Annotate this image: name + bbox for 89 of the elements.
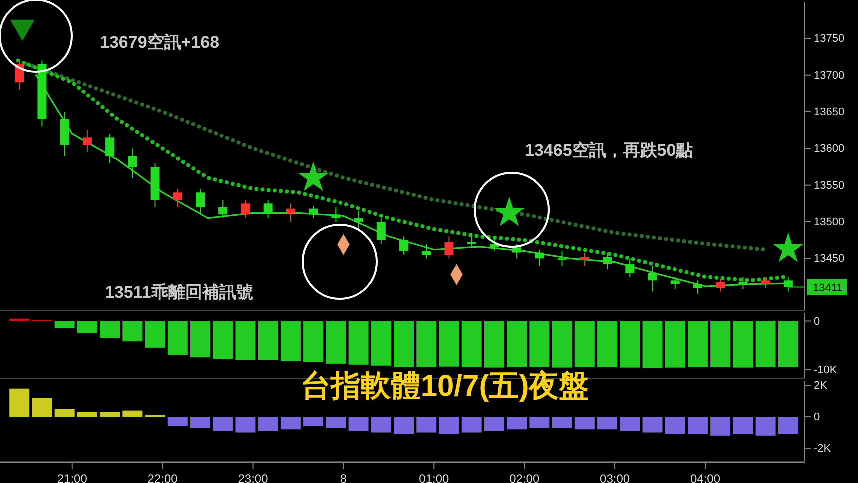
bar xyxy=(484,417,504,432)
bar xyxy=(213,417,234,432)
bar xyxy=(733,417,754,434)
candlestick xyxy=(376,218,386,244)
bar xyxy=(77,412,98,418)
bar xyxy=(416,417,437,433)
candlestick xyxy=(670,276,680,290)
candlestick xyxy=(400,236,409,256)
bar xyxy=(462,417,482,433)
candlestick xyxy=(580,252,590,266)
candlestick xyxy=(332,206,341,222)
candlestick xyxy=(693,280,702,294)
annotation: 13679空訊+168 xyxy=(100,33,220,52)
bar xyxy=(620,417,640,432)
candlestick xyxy=(784,276,793,292)
candlestick xyxy=(286,203,296,222)
candlestick xyxy=(444,236,454,260)
candlestick xyxy=(241,200,250,219)
bar xyxy=(598,417,618,430)
candlestick xyxy=(512,244,522,260)
y-tick-label: 2K xyxy=(814,380,828,392)
bar xyxy=(258,417,278,432)
bar xyxy=(304,417,324,426)
bar xyxy=(280,417,301,430)
annotation: 13465空訊，再跌50點 xyxy=(525,141,694,160)
annotation: 13511乖離回補訊號 xyxy=(105,283,254,302)
y-tick-label: 0 xyxy=(814,316,820,328)
candlestick xyxy=(354,210,364,230)
bar xyxy=(236,417,256,433)
bar xyxy=(32,398,52,418)
candlestick xyxy=(761,276,770,288)
bar xyxy=(100,412,120,418)
x-tick-label: 8 xyxy=(340,472,348,483)
bar xyxy=(54,409,75,418)
y-tick-label: 13700 xyxy=(814,70,845,82)
bar xyxy=(439,417,460,434)
candlestick xyxy=(196,188,205,216)
y-tick-label: 13550 xyxy=(814,180,845,192)
y-tick-label: -10K xyxy=(814,364,838,376)
y-tick-label: 13600 xyxy=(814,143,845,156)
candlestick xyxy=(309,205,318,219)
candlestick xyxy=(82,130,92,153)
bar xyxy=(778,417,798,434)
x-tick-label: 01:00 xyxy=(419,472,450,483)
bar xyxy=(190,417,210,428)
candlestick xyxy=(626,258,635,278)
annotation: 13411 xyxy=(813,282,843,294)
bar xyxy=(371,417,392,433)
x-tick-label: 02:00 xyxy=(510,472,540,483)
y-tick-label: 13750 xyxy=(814,33,845,46)
x-tick-label: 04:00 xyxy=(690,472,721,483)
candlestick xyxy=(558,250,567,266)
candlestick xyxy=(716,278,726,292)
candlestick xyxy=(264,200,273,219)
bar xyxy=(756,417,776,436)
x-tick-label: 21:00 xyxy=(57,472,88,483)
text: 台指軟體10/7(五)夜盤 xyxy=(300,369,590,403)
y-tick-label: 0 xyxy=(814,412,820,424)
y-tick-label: 13650 xyxy=(814,106,845,119)
x-tick-label: 23:00 xyxy=(238,472,269,483)
candlestick xyxy=(106,134,115,164)
bar xyxy=(710,417,731,436)
bar xyxy=(122,410,143,418)
bar xyxy=(688,417,708,434)
candlestick xyxy=(422,244,432,260)
bar xyxy=(552,417,572,428)
candlestick xyxy=(467,232,476,248)
x-tick-label: 03:00 xyxy=(600,472,630,483)
y-tick-label: 13450 xyxy=(814,253,845,266)
bar xyxy=(642,417,663,433)
bar xyxy=(574,417,595,430)
candlestick xyxy=(218,200,228,219)
bar xyxy=(168,417,188,426)
bar xyxy=(665,417,686,434)
y-tick-label: 13500 xyxy=(814,216,845,229)
bar xyxy=(348,417,369,432)
bar xyxy=(530,417,550,428)
candlestick xyxy=(535,249,544,266)
candlestick xyxy=(648,266,658,292)
bar xyxy=(326,417,346,428)
candlestick xyxy=(173,188,182,208)
candlestick xyxy=(128,148,138,178)
bar xyxy=(394,417,414,434)
bar xyxy=(507,417,528,430)
y-tick-label: -2K xyxy=(814,442,832,455)
bar xyxy=(10,388,30,418)
x-tick-label: 22:00 xyxy=(148,472,178,483)
candlestick xyxy=(738,276,748,290)
candlestick xyxy=(603,252,612,270)
